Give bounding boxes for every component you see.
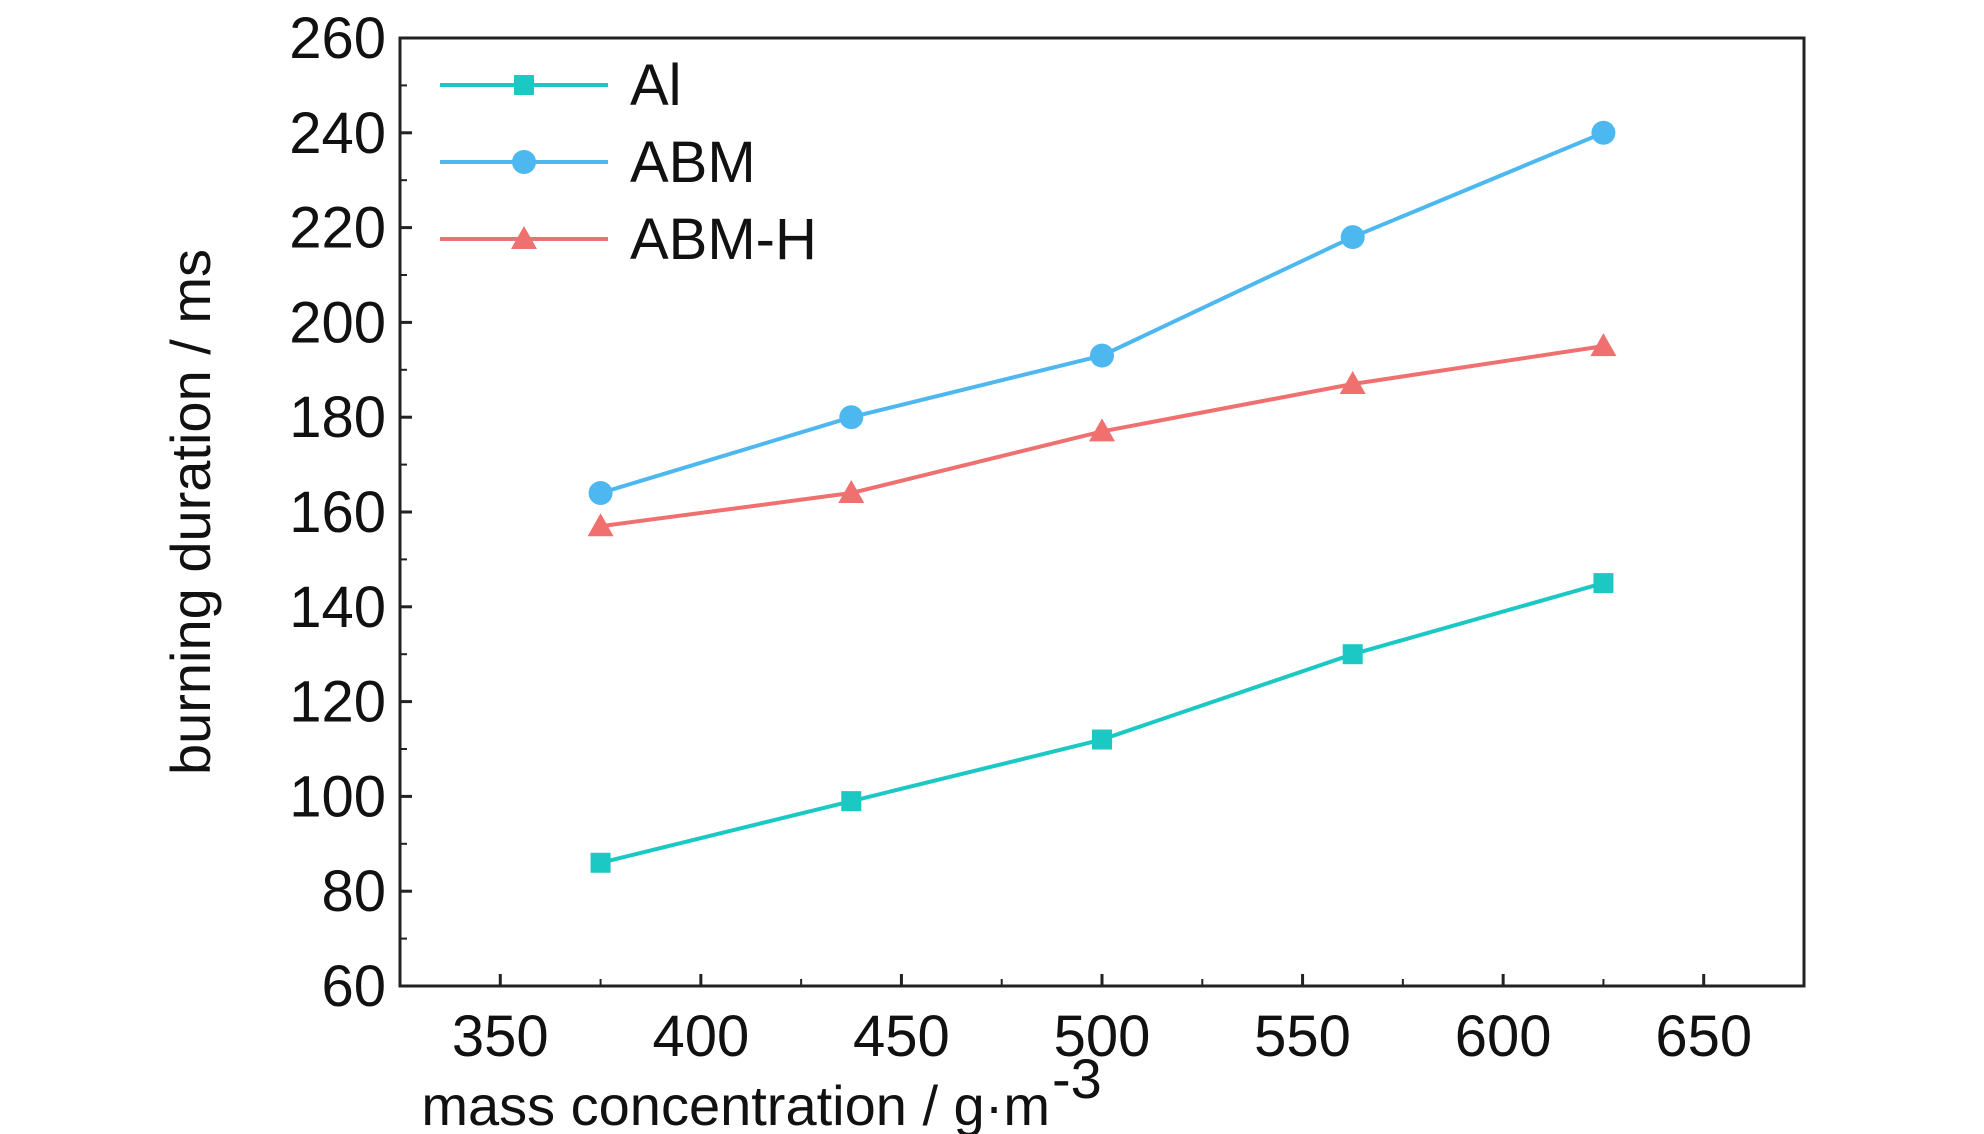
x-tick-label: 450 bbox=[853, 1004, 950, 1069]
y-tick-label: 160 bbox=[289, 480, 386, 545]
x-tick-label: 400 bbox=[652, 1004, 749, 1069]
data-point-abm-h bbox=[1339, 371, 1366, 395]
series-layer bbox=[587, 120, 1617, 873]
y-tick-label: 100 bbox=[289, 764, 386, 829]
y-tick-label: 220 bbox=[289, 196, 386, 261]
data-point-al bbox=[1593, 573, 1614, 594]
y-tick-label: 140 bbox=[289, 575, 386, 640]
x-tick-label: 550 bbox=[1254, 1004, 1351, 1069]
y-axis-title: burning duration / ms bbox=[159, 249, 222, 775]
data-point-abm-h bbox=[587, 513, 614, 537]
x-axis: 350 400 450 500 550 600 650 bbox=[452, 974, 1752, 1069]
data-point-abm-h bbox=[1089, 418, 1115, 442]
legend-marker-abm-h bbox=[511, 226, 537, 249]
y-axis: 60 80 100 120 140 160 180 200 220 240 260 bbox=[289, 6, 412, 1019]
data-point-al bbox=[1342, 644, 1363, 665]
legend-label-abm: ABM bbox=[630, 130, 756, 195]
data-point-al bbox=[590, 852, 611, 873]
x-axis-title-superscript: -3 bbox=[1052, 1047, 1102, 1110]
x-tick-label: 600 bbox=[1455, 1004, 1552, 1069]
y-tick-label: 120 bbox=[289, 670, 386, 735]
data-point-al bbox=[1092, 729, 1112, 750]
legend: Al ABM ABM-H bbox=[440, 53, 817, 272]
x-axis-title-text: mass concentration / g·m bbox=[421, 1074, 1050, 1134]
data-point-abm-h bbox=[838, 480, 865, 504]
data-point-abm bbox=[839, 405, 864, 430]
legend-marker-al bbox=[514, 75, 534, 95]
y-tick-label: 60 bbox=[321, 954, 386, 1019]
data-point-abm bbox=[1090, 343, 1114, 368]
y-tick-label: 240 bbox=[289, 101, 386, 166]
data-point-abm bbox=[588, 481, 613, 506]
data-point-al bbox=[841, 791, 862, 812]
data-point-abm bbox=[1591, 120, 1616, 145]
x-axis-title: mass concentration / g·m bbox=[421, 1074, 1050, 1134]
y-tick-label: 180 bbox=[289, 385, 386, 450]
y-tick-label: 200 bbox=[289, 290, 386, 355]
data-point-abm-h bbox=[1590, 333, 1617, 357]
legend-marker-abm bbox=[512, 150, 536, 174]
series-line-al bbox=[600, 581, 1604, 865]
legend-label-abm-h: ABM-H bbox=[630, 207, 817, 272]
legend-label-al: Al bbox=[630, 53, 682, 118]
data-point-abm bbox=[1340, 225, 1365, 250]
x-tick-label: 650 bbox=[1655, 1004, 1752, 1069]
x-tick-label: 350 bbox=[452, 1004, 549, 1069]
y-tick-label: 260 bbox=[289, 6, 386, 71]
x-tick-label: 500 bbox=[1054, 1004, 1151, 1069]
plot-frame bbox=[398, 36, 1806, 988]
y-tick-label: 80 bbox=[321, 859, 386, 924]
